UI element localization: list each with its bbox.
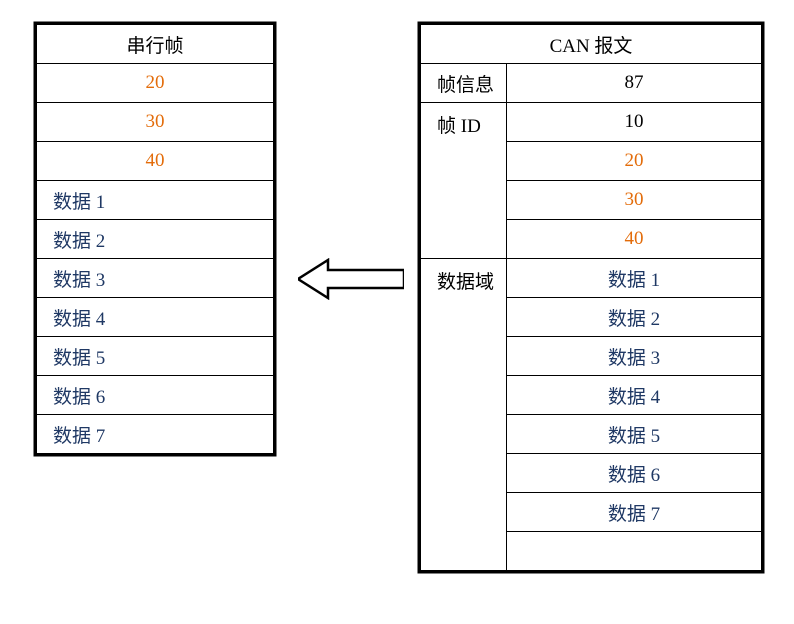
serial-frame-title: 串行帧 [37,25,274,64]
serial-frame-row: 30 [37,103,274,142]
can-row: 数据 2 [507,298,762,337]
can-row: 10 [507,103,762,142]
can-section-label-data: 数据域 [421,259,507,571]
can-section-label-frameinfo: 帧信息 [421,64,507,103]
serial-frame-row: 数据 4 [37,298,274,337]
can-message-table: CAN 报文 帧信息 87 帧 ID 10 20 30 40 数据域 数据 1 … [420,24,762,571]
serial-frame-row: 数据 2 [37,220,274,259]
can-row: 数据 7 [507,493,762,532]
serial-frame-row: 数据 7 [37,415,274,454]
arrow-left-icon [298,258,404,300]
serial-frame-row: 40 [37,142,274,181]
can-row: 数据 5 [507,415,762,454]
can-row: 数据 6 [507,454,762,493]
can-row: 数据 3 [507,337,762,376]
can-row: 30 [507,181,762,220]
can-row: 数据 1 [507,259,762,298]
can-section-label-frameid: 帧 ID [421,103,507,259]
serial-frame-row: 数据 6 [37,376,274,415]
serial-frame-row: 20 [37,64,274,103]
can-row [507,532,762,571]
can-row: 20 [507,142,762,181]
serial-frame-row: 数据 1 [37,181,274,220]
can-row: 数据 4 [507,376,762,415]
serial-frame-row: 数据 5 [37,337,274,376]
can-message-title: CAN 报文 [421,25,762,64]
can-row: 87 [507,64,762,103]
serial-frame-row: 数据 3 [37,259,274,298]
serial-frame-table: 串行帧 20 30 40 数据 1 数据 2 数据 3 数据 4 数据 5 数据… [36,24,274,454]
can-row: 40 [507,220,762,259]
